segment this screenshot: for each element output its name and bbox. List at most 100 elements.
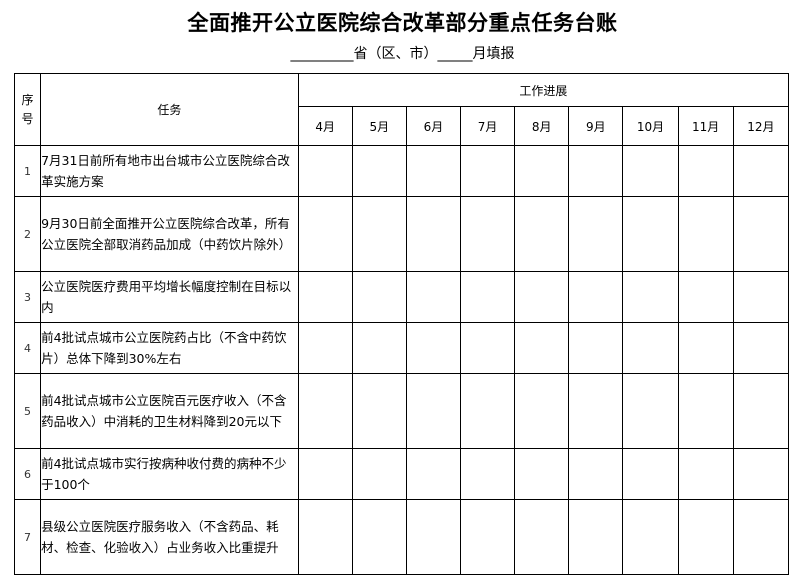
row-seq: 7 <box>13 499 42 575</box>
table-row: 5 前4批试点城市公立医院百元医疗收入（不含药品收入）中消耗的卫生材料降到20元… <box>13 373 790 449</box>
table-row: 4 前4批试点城市公立医院药占比（不含中药饮片）总体下降到30%左右 <box>13 322 790 374</box>
progress-cell-month-10[interactable] <box>622 322 679 374</box>
progress-cell-month-7[interactable] <box>460 196 516 272</box>
progress-cell-month-7[interactable] <box>460 499 516 575</box>
table-body: 1 7月31日前所有地市出台城市公立医院综合改革实施方案 2 9月30日前全面推… <box>13 145 790 575</box>
row-seq: 6 <box>13 448 42 500</box>
progress-cell-month-4[interactable] <box>297 448 353 500</box>
progress-cell-month-12[interactable] <box>732 196 790 272</box>
column-header-month-5: 5月 <box>351 106 407 146</box>
table-row: 3 公立医院医疗费用平均增长幅度控制在目标以内 <box>13 271 790 323</box>
progress-cell-month-12[interactable] <box>732 448 790 500</box>
progress-cell-month-12[interactable] <box>732 322 790 374</box>
progress-cell-month-6[interactable] <box>405 322 462 374</box>
progress-cell-month-10[interactable] <box>622 499 679 575</box>
row-seq: 2 <box>13 196 42 272</box>
row-task: 前4批试点城市公立医院药占比（不含中药饮片）总体下降到30%左右 <box>40 322 299 374</box>
column-header-month-11: 11月 <box>677 106 734 146</box>
progress-cell-month-9[interactable] <box>568 145 624 197</box>
progress-cell-month-8[interactable] <box>514 322 570 374</box>
progress-cell-month-6[interactable] <box>405 271 462 323</box>
progress-cell-month-4[interactable] <box>297 271 353 323</box>
column-header-progress: 工作进展 <box>297 73 790 107</box>
column-header-month-10: 10月 <box>622 106 679 146</box>
progress-cell-month-11[interactable] <box>677 499 734 575</box>
page-title: 全面推开公立医院综合改革部分重点任务台账 <box>187 10 618 35</box>
progress-cell-month-12[interactable] <box>732 271 790 323</box>
progress-cell-month-11[interactable] <box>677 373 734 449</box>
progress-cell-month-12[interactable] <box>732 145 790 197</box>
row-task: 公立医院医疗费用平均增长幅度控制在目标以内 <box>40 271 299 323</box>
progress-cell-month-10[interactable] <box>622 373 679 449</box>
table-row: 2 9月30日前全面推开公立医院综合改革，所有公立医院全部取消药品加成（中药饮片… <box>13 196 790 272</box>
progress-cell-month-6[interactable] <box>405 448 462 500</box>
progress-cell-month-12[interactable] <box>732 499 790 575</box>
progress-cell-month-5[interactable] <box>351 196 407 272</box>
progress-cell-month-8[interactable] <box>514 145 570 197</box>
progress-cell-month-5[interactable] <box>351 499 407 575</box>
row-task: 前4批试点城市公立医院百元医疗收入（不含药品收入）中消耗的卫生材料降到20元以下 <box>40 373 299 449</box>
row-task: 7月31日前所有地市出台城市公立医院综合改革实施方案 <box>40 145 299 197</box>
progress-cell-month-8[interactable] <box>514 373 570 449</box>
column-header-month-6: 6月 <box>405 106 462 146</box>
progress-cell-month-8[interactable] <box>514 271 570 323</box>
progress-cell-month-7[interactable] <box>460 373 516 449</box>
progress-cell-month-11[interactable] <box>677 145 734 197</box>
column-header-month-12: 12月 <box>732 106 790 146</box>
progress-cell-month-4[interactable] <box>297 322 353 374</box>
progress-cell-month-7[interactable] <box>460 322 516 374</box>
progress-cell-month-4[interactable] <box>297 145 353 197</box>
ledger-table: 序 号 任务 工作进展 4月 5月 6月 7月 8月 9月 10月 11月 <box>13 73 790 575</box>
progress-cell-month-7[interactable] <box>460 145 516 197</box>
progress-cell-month-6[interactable] <box>405 196 462 272</box>
table-header-row-months: 4月 5月 6月 7月 8月 9月 10月 11月 12月 <box>15 106 790 146</box>
progress-cell-month-12[interactable] <box>732 373 790 449</box>
page-subtitle: _________省（区、市）_____月填报 <box>290 46 515 62</box>
column-header-month-7: 7月 <box>460 106 516 146</box>
progress-cell-month-11[interactable] <box>677 448 734 500</box>
column-header-seq: 序 号 <box>13 73 42 146</box>
progress-cell-month-11[interactable] <box>677 196 734 272</box>
progress-cell-month-6[interactable] <box>405 499 462 575</box>
progress-cell-month-5[interactable] <box>351 373 407 449</box>
progress-cell-month-6[interactable] <box>405 145 462 197</box>
table-row: 7 县级公立医院医疗服务收入（不含药品、耗材、检查、化验收入）占业务收入比重提升 <box>13 499 790 575</box>
column-header-seq-line2: 号 <box>21 111 34 126</box>
table-header-row-top: 序 号 任务 工作进展 <box>13 73 790 146</box>
column-header-month-4: 4月 <box>297 106 353 146</box>
progress-cell-month-10[interactable] <box>622 196 679 272</box>
progress-cell-month-5[interactable] <box>351 448 407 500</box>
progress-cell-month-5[interactable] <box>351 322 407 374</box>
column-header-month-8: 8月 <box>514 106 570 146</box>
row-task: 前4批试点城市实行按病种收付费的病种不少于100个 <box>40 448 299 500</box>
progress-cell-month-9[interactable] <box>568 271 624 323</box>
progress-cell-month-6[interactable] <box>405 373 462 449</box>
column-header-seq-line1: 序 <box>21 92 34 107</box>
progress-cell-month-8[interactable] <box>514 499 570 575</box>
progress-cell-month-10[interactable] <box>622 145 679 197</box>
table-row: 1 7月31日前所有地市出台城市公立医院综合改革实施方案 <box>13 145 790 197</box>
progress-cell-month-10[interactable] <box>622 448 679 500</box>
row-seq: 3 <box>13 271 42 323</box>
progress-cell-month-4[interactable] <box>297 373 353 449</box>
progress-cell-month-11[interactable] <box>677 271 734 323</box>
row-seq: 5 <box>13 373 42 449</box>
progress-cell-month-7[interactable] <box>460 448 516 500</box>
table-header: 序 号 任务 工作进展 4月 5月 6月 7月 8月 9月 10月 11月 <box>13 73 790 146</box>
progress-cell-month-9[interactable] <box>568 322 624 374</box>
progress-cell-month-4[interactable] <box>297 196 353 272</box>
row-seq: 4 <box>13 322 42 374</box>
progress-cell-month-7[interactable] <box>460 271 516 323</box>
progress-cell-month-9[interactable] <box>568 448 624 500</box>
row-seq: 1 <box>13 145 42 197</box>
progress-cell-month-10[interactable] <box>622 271 679 323</box>
progress-cell-month-8[interactable] <box>514 196 570 272</box>
progress-cell-month-5[interactable] <box>351 145 407 197</box>
progress-cell-month-8[interactable] <box>514 448 570 500</box>
progress-cell-month-11[interactable] <box>677 322 734 374</box>
progress-cell-month-9[interactable] <box>568 499 624 575</box>
progress-cell-month-4[interactable] <box>297 499 353 575</box>
progress-cell-month-9[interactable] <box>568 373 624 449</box>
progress-cell-month-5[interactable] <box>351 271 407 323</box>
progress-cell-month-9[interactable] <box>568 196 624 272</box>
